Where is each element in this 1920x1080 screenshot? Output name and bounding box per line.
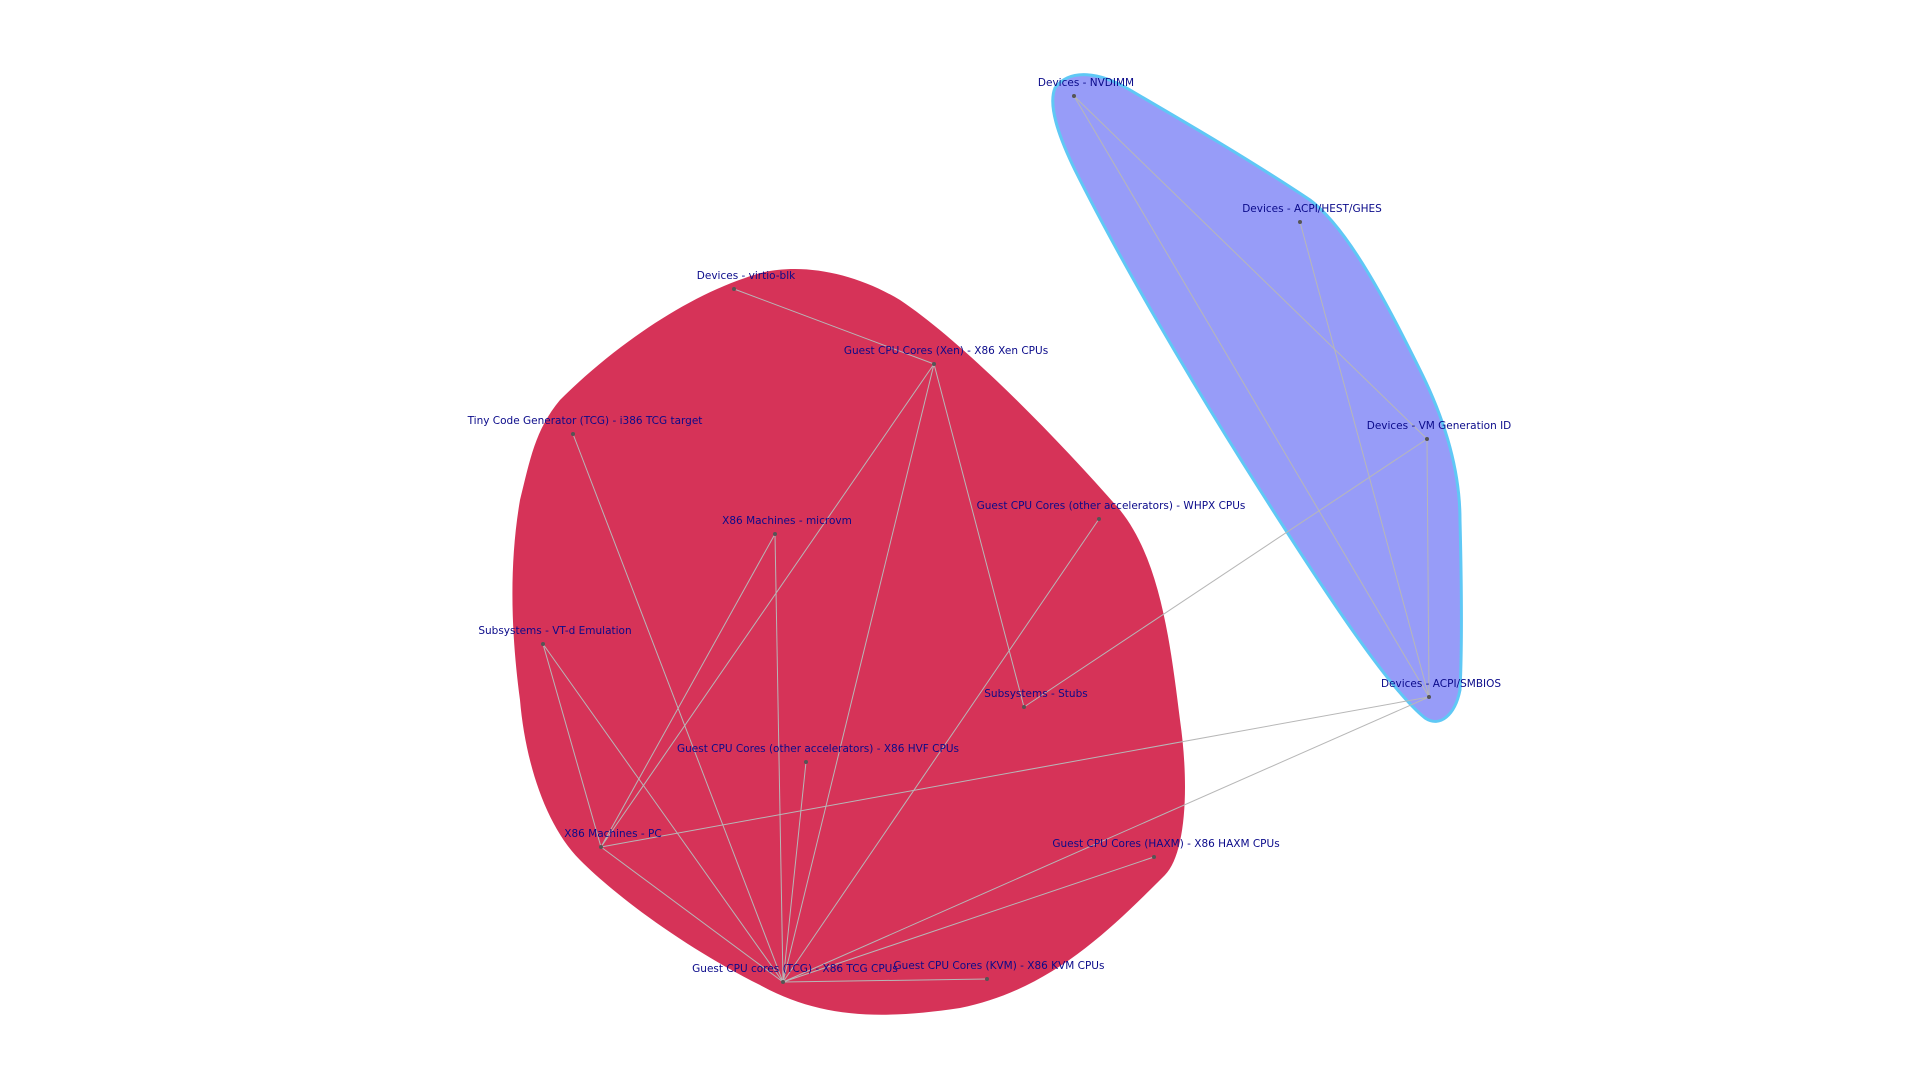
edge-vtd-pc <box>542 643 602 848</box>
node-dot[interactable] <box>541 642 545 646</box>
node-label: Devices - virtio-blk <box>697 270 796 282</box>
node-layer: Devices - virtio-blk Guest CPU Cores (Xen… <box>467 77 1512 984</box>
node-dot[interactable] <box>1072 94 1076 98</box>
node-tcg-cpus[interactable]: Guest CPU cores (TCG) - X86 TCG CPUs <box>692 963 898 984</box>
node-label: Subsystems - VT-d Emulation <box>478 625 631 637</box>
node-dot[interactable] <box>1427 695 1431 699</box>
node-dot[interactable] <box>732 287 736 291</box>
node-kvm[interactable]: Guest CPU Cores (KVM) - X86 KVM CPUs <box>894 960 1105 981</box>
node-dot[interactable] <box>1022 705 1026 709</box>
node-dot[interactable] <box>773 532 777 536</box>
node-xen[interactable]: Guest CPU Cores (Xen) - X86 Xen CPUs <box>844 345 1048 366</box>
node-label: Devices - ACPI/SMBIOS <box>1381 678 1501 690</box>
edge-nvdimm-vmgenid <box>1073 95 1428 440</box>
edge-vtd-tcg_cpus <box>542 643 784 983</box>
node-stubs[interactable]: Subsystems - Stubs <box>984 688 1088 709</box>
edge-xen-tcg_cpus <box>782 363 935 983</box>
edge-xen-pc <box>600 363 935 848</box>
node-label: Guest CPU Cores (KVM) - X86 KVM CPUs <box>894 960 1105 972</box>
node-label: Subsystems - Stubs <box>984 688 1087 700</box>
node-label: Guest CPU cores (TCG) - X86 TCG CPUs <box>692 963 898 975</box>
node-dot[interactable] <box>1425 437 1429 441</box>
node-label: Devices - VM Generation ID <box>1367 420 1512 432</box>
edge-nvdimm-smbios <box>1073 95 1430 698</box>
node-microvm[interactable]: X86 Machines - microvm <box>722 515 852 536</box>
node-dot[interactable] <box>1097 517 1101 521</box>
edge-stubs-vmgenid <box>1023 438 1428 708</box>
node-dot[interactable] <box>804 760 808 764</box>
node-label: X86 Machines - microvm <box>722 515 852 527</box>
node-tcg-target[interactable]: Tiny Code Generator (TCG) - i386 TCG tar… <box>467 415 703 436</box>
node-whpx[interactable]: Guest CPU Cores (other accelerators) - W… <box>977 500 1246 521</box>
edge-xen-stubs <box>933 363 1025 708</box>
node-dot[interactable] <box>1298 220 1302 224</box>
node-label: Devices - ACPI/HEST/GHES <box>1242 203 1382 215</box>
node-ghes[interactable]: Devices - ACPI/HEST/GHES <box>1242 203 1382 224</box>
node-dot[interactable] <box>932 362 936 366</box>
group-blue-hull <box>1051 73 1463 723</box>
node-label: X86 Machines - PC <box>564 828 661 840</box>
edge-vmgenid-smbios <box>1426 438 1430 698</box>
node-vmgenid[interactable]: Devices - VM Generation ID <box>1367 420 1512 441</box>
node-dot[interactable] <box>1152 855 1156 859</box>
node-dot[interactable] <box>985 977 989 981</box>
edge-whpx-tcg_cpus <box>782 518 1100 983</box>
node-label: Guest CPU Cores (HAXM) - X86 HAXM CPUs <box>1052 838 1279 850</box>
node-label: Guest CPU Cores (other accelerators) - W… <box>977 500 1246 512</box>
group-red-hull <box>512 269 1185 1015</box>
node-nvdimm[interactable]: Devices - NVDIMM <box>1038 77 1134 98</box>
node-dot[interactable] <box>571 432 575 436</box>
node-label: Guest CPU Cores (Xen) - X86 Xen CPUs <box>844 345 1048 357</box>
edge-microvm-pc <box>600 533 776 848</box>
node-label: Devices - NVDIMM <box>1038 77 1134 89</box>
node-pc[interactable]: X86 Machines - PC <box>564 828 662 849</box>
group-hulls <box>512 73 1463 1015</box>
node-vtd[interactable]: Subsystems - VT-d Emulation <box>478 625 632 646</box>
node-haxm[interactable]: Guest CPU Cores (HAXM) - X86 HAXM CPUs <box>1052 838 1280 859</box>
edge-microvm-tcg_cpus <box>774 533 784 983</box>
node-hvf[interactable]: Guest CPU Cores (other accelerators) - X… <box>677 743 959 764</box>
edge-tcg_cpus-smbios <box>782 696 1430 983</box>
node-dot[interactable] <box>599 845 603 849</box>
edge-hvf-tcg_cpus <box>782 761 807 983</box>
edge-virtio_blk-xen <box>733 288 935 365</box>
node-virtio-blk[interactable]: Devices - virtio-blk <box>697 270 796 291</box>
node-label: Tiny Code Generator (TCG) - i386 TCG tar… <box>467 415 703 427</box>
edge-layer <box>542 95 1430 983</box>
node-label: Guest CPU Cores (other accelerators) - X… <box>677 743 959 755</box>
edge-tcg_cpus-kvm <box>782 978 988 983</box>
edge-tcg_cpus-haxm <box>782 856 1155 983</box>
node-dot[interactable] <box>781 980 785 984</box>
edge-pc-tcg_cpus <box>600 846 784 983</box>
edge-pc-smbios <box>600 696 1430 848</box>
node-smbios[interactable]: Devices - ACPI/SMBIOS <box>1381 678 1501 699</box>
edge-ghes-smbios <box>1299 221 1430 698</box>
